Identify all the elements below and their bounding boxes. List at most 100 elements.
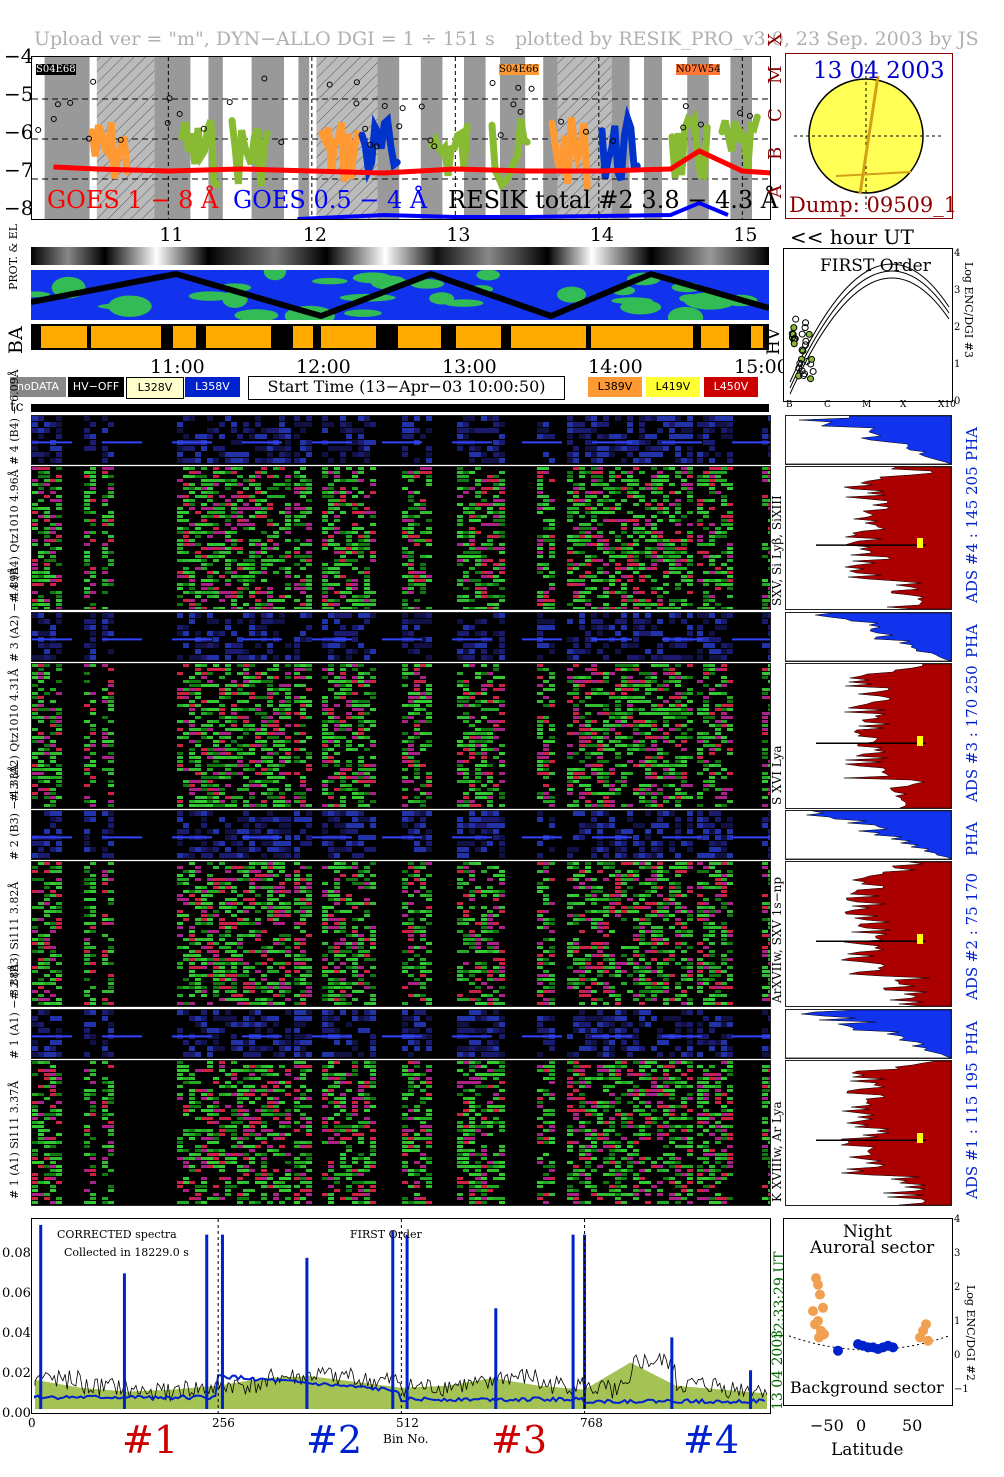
spectrum-cell: [715, 571, 721, 574]
spectrum-cell: [102, 700, 108, 703]
spectrum-cell: [243, 507, 249, 510]
pha-cell: [279, 847, 285, 852]
header-right: plotted by RESIK_PRO_v3.0, 23 Sep. 2003 …: [515, 28, 979, 50]
pha-cell: [721, 853, 727, 858]
spectrum-cell: [426, 555, 432, 558]
spectrum-cell: [90, 664, 96, 667]
spectrum-cell: [273, 720, 279, 723]
pha-cell: [537, 643, 543, 648]
spectrum-cell: [475, 804, 481, 807]
spectrum-cell: [657, 539, 663, 542]
spectrum-cell: [681, 708, 687, 711]
spectrum-cell: [38, 680, 44, 683]
spectrum-cell: [108, 760, 114, 763]
spectrum-cell: [237, 467, 243, 470]
spectrum-cell: [207, 768, 213, 771]
pha-cell: [469, 829, 475, 834]
pha-cell: [537, 655, 543, 660]
first-order-panel: [783, 248, 953, 402]
pha-cell: [727, 823, 733, 828]
spectrum-cell: [56, 902, 62, 905]
spectrum-cell: [633, 684, 639, 687]
spectrum-cell: [249, 495, 255, 498]
spectrum-cell: [481, 523, 487, 526]
spectrum-cell: [346, 531, 352, 534]
spectrum-cell: [225, 804, 231, 807]
spectrum-cell: [597, 543, 603, 546]
spectrum-cell: [675, 716, 681, 719]
spectrum-cell: [346, 684, 352, 687]
spectrum-cell: [352, 736, 358, 739]
spectrum-cell: [457, 531, 463, 534]
spectrum-cell: [108, 962, 114, 965]
spectrum-cell: [189, 708, 195, 711]
spectrum-cell: [621, 471, 627, 474]
spectrum-cell: [703, 704, 709, 707]
spectrum-cell: [597, 760, 603, 763]
spectrum-cell: [322, 696, 328, 699]
spectrum-cell: [645, 684, 651, 687]
pha-cell: [32, 422, 38, 427]
pha-cell: [493, 458, 499, 463]
spectrum-cell: [585, 571, 591, 574]
spectrum-cell: [38, 499, 44, 502]
spectrum-cell: [727, 708, 733, 711]
spectrum-cell: [231, 575, 237, 578]
spectrum-cell: [219, 471, 225, 474]
spectrum-cell: [579, 740, 585, 743]
spectrum-cell: [762, 475, 768, 478]
pha-cell: [481, 811, 487, 816]
pha-cell: [346, 811, 352, 816]
spectrum-cell: [177, 800, 183, 803]
spectrum-cell: [183, 511, 189, 514]
spectrum-cell: [294, 523, 300, 526]
spectrum-cell: [84, 519, 90, 522]
spectrum-cell: [481, 796, 487, 799]
spectrum-cell: [591, 559, 597, 562]
pha-cell: [585, 440, 591, 445]
spectrum-cell: [549, 684, 555, 687]
spectrum-cell: [567, 563, 573, 566]
spectrum-cell: [273, 688, 279, 691]
spectrum-cell: [225, 696, 231, 699]
spectrum-cell: [543, 744, 549, 747]
spectrum-cell: [32, 603, 38, 606]
spectrum-cell: [213, 720, 219, 723]
spectrum-cell: [261, 748, 267, 751]
spectrum-cell: [285, 724, 291, 727]
spectrum-cell: [469, 515, 475, 518]
spectrum-cell: [597, 607, 603, 609]
spectrum-cell: [663, 680, 669, 683]
spectrum-cell: [38, 688, 44, 691]
spectrum-cell: [90, 724, 96, 727]
spectrum-cell: [300, 479, 306, 482]
spectrum-cell: [639, 732, 645, 735]
pha-cell: [201, 434, 207, 439]
spectrum-cell: [663, 664, 669, 667]
pha-cell: [328, 655, 334, 660]
spectrum-cell: [426, 740, 432, 743]
spectrum-cell: [243, 684, 249, 687]
spectrum-cell: [681, 515, 687, 518]
pha-cell: [687, 428, 693, 433]
spectrum-cell: [267, 732, 273, 735]
pha-cell: [340, 458, 346, 463]
spectrum-cell: [651, 744, 657, 747]
spectrum-cell: [609, 491, 615, 494]
pha-cell: [645, 835, 651, 840]
spectrum-cell: [219, 676, 225, 679]
pha-cell: [768, 446, 770, 451]
spectrum-cell: [627, 475, 633, 478]
goes-marker: [510, 101, 517, 108]
spectrum-cell: [225, 716, 231, 719]
spectrum-cell: [84, 994, 90, 997]
spectrum-cell: [651, 551, 657, 554]
spectrum-cell: [213, 700, 219, 703]
spectrum-cell: [697, 543, 703, 546]
sun-dump: Dump: 09509_1: [789, 193, 958, 217]
spectrum-cell: [567, 768, 573, 771]
spectrum-cell: [328, 587, 334, 590]
pha-cell: [370, 440, 376, 445]
spectrum-cell: [597, 559, 603, 562]
pha-cell: [420, 847, 426, 852]
